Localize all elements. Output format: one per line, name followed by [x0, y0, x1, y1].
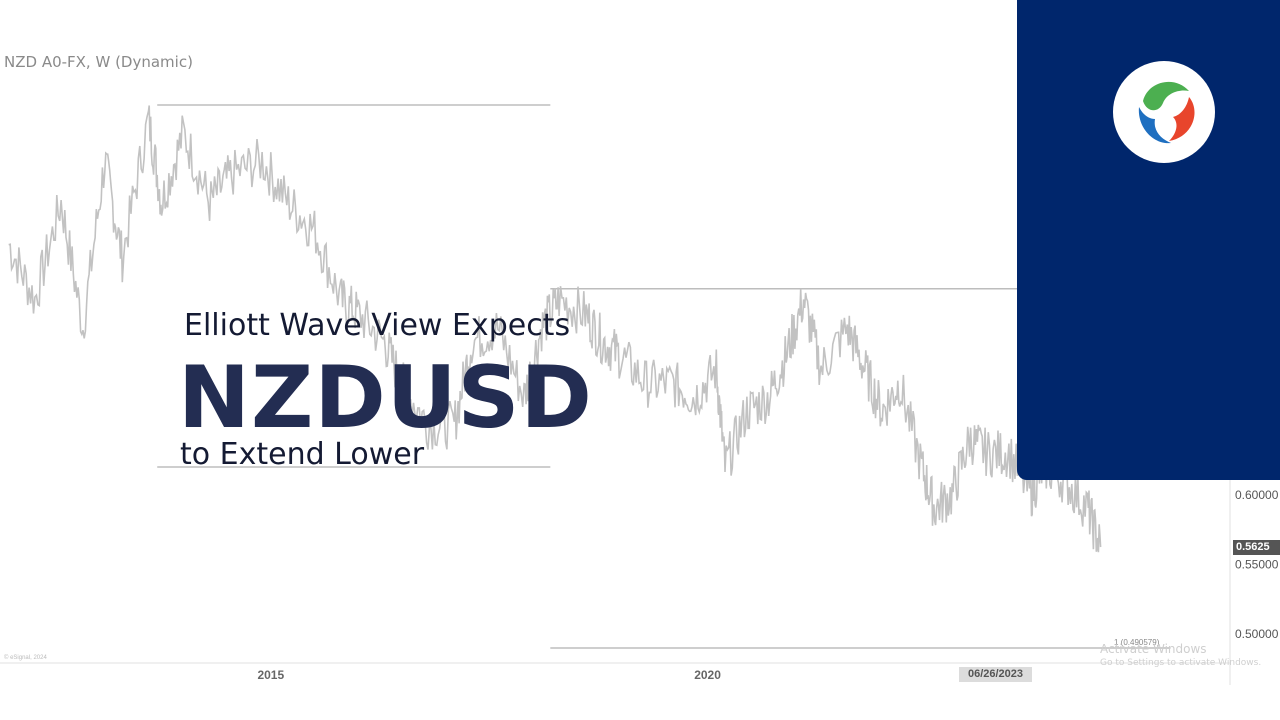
headline-line-3: to Extend Lower [180, 437, 425, 472]
y-tick-0.55000: 0.55000 [1235, 557, 1279, 571]
last-price-tag: 0.5625 [1233, 540, 1280, 555]
crosshair-date-tag: 06/26/2023 [959, 667, 1032, 682]
y-tick-0.50000: 0.50000 [1235, 627, 1279, 641]
y-tick-0.60000: 0.60000 [1235, 488, 1279, 502]
price-series-line [8, 105, 1102, 553]
headline-line-1: Elliott Wave View Expects [184, 308, 571, 343]
x-tick-2020: 2020 [694, 668, 721, 682]
x-tick-2015: 2015 [257, 668, 284, 682]
chart-title: NZD A0-FX, W (Dynamic) [4, 53, 193, 71]
headline-symbol: NZDUSD [178, 348, 593, 448]
activate-windows-subtitle: Go to Settings to activate Windows. [1100, 658, 1262, 668]
elliottwave-logo-icon [1113, 61, 1215, 163]
x-axis-ticks: 2015 2020 [257, 668, 721, 682]
activate-windows-title: Activate Windows [1100, 642, 1207, 656]
fib-level-label: 1 (0.490579) [1114, 638, 1160, 647]
y-axis-ticks: 0.60000 0.55000 0.50000 [1235, 488, 1279, 641]
source-note: © eSignal, 2024 [4, 655, 47, 661]
